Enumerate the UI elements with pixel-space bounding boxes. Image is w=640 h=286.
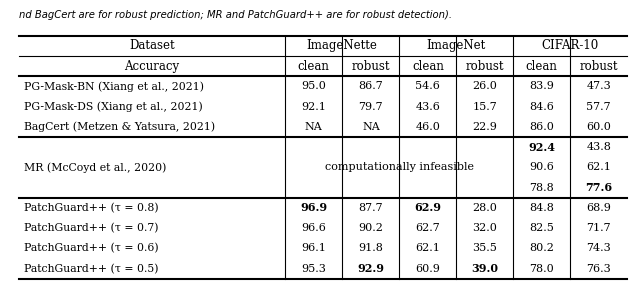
Text: 35.5: 35.5	[472, 243, 497, 253]
Text: 83.9: 83.9	[529, 82, 554, 92]
Text: 96.1: 96.1	[301, 243, 326, 253]
Text: 95.0: 95.0	[301, 82, 326, 92]
Text: ImageNette: ImageNette	[307, 39, 378, 52]
Text: 22.9: 22.9	[472, 122, 497, 132]
Text: 78.8: 78.8	[529, 183, 554, 193]
Text: 96.9: 96.9	[300, 202, 327, 213]
Text: 32.0: 32.0	[472, 223, 497, 233]
Text: 84.6: 84.6	[529, 102, 554, 112]
Text: nd BagCert are for robust prediction; MR and PatchGuard++ are for robust detecti: nd BagCert are for robust prediction; MR…	[19, 10, 452, 20]
Text: 62.9: 62.9	[414, 202, 442, 213]
Text: PatchGuard++ (τ = 0.5): PatchGuard++ (τ = 0.5)	[24, 264, 159, 274]
Text: 54.6: 54.6	[415, 82, 440, 92]
Text: 43.6: 43.6	[415, 102, 440, 112]
Text: clean: clean	[526, 60, 557, 73]
Text: 95.3: 95.3	[301, 264, 326, 274]
Text: BagCert (Metzen & Yatsura, 2021): BagCert (Metzen & Yatsura, 2021)	[24, 122, 216, 132]
Text: 60.0: 60.0	[586, 122, 611, 132]
Text: clean: clean	[412, 60, 444, 73]
Text: 84.8: 84.8	[529, 203, 554, 213]
Text: 77.6: 77.6	[585, 182, 612, 193]
Text: 90.6: 90.6	[529, 162, 554, 172]
Text: 68.9: 68.9	[586, 203, 611, 213]
Text: 82.5: 82.5	[529, 223, 554, 233]
Text: PG-Mask-BN (Xiang et al., 2021): PG-Mask-BN (Xiang et al., 2021)	[24, 81, 204, 92]
Text: PatchGuard++ (τ = 0.7): PatchGuard++ (τ = 0.7)	[24, 223, 159, 233]
Text: MR (McCoyd et al., 2020): MR (McCoyd et al., 2020)	[24, 162, 166, 173]
Text: 92.4: 92.4	[528, 142, 556, 153]
Text: 86.7: 86.7	[358, 82, 383, 92]
Text: 92.1: 92.1	[301, 102, 326, 112]
Text: clean: clean	[298, 60, 330, 73]
Text: 80.2: 80.2	[529, 243, 554, 253]
Text: 15.7: 15.7	[472, 102, 497, 112]
Text: 28.0: 28.0	[472, 203, 497, 213]
Text: 71.7: 71.7	[586, 223, 611, 233]
Text: 46.0: 46.0	[415, 122, 440, 132]
Text: 74.3: 74.3	[586, 243, 611, 253]
Text: NA: NA	[305, 122, 323, 132]
Text: 62.7: 62.7	[415, 223, 440, 233]
Text: NA: NA	[362, 122, 380, 132]
Text: robust: robust	[465, 60, 504, 73]
Text: 43.8: 43.8	[586, 142, 611, 152]
Text: 60.9: 60.9	[415, 264, 440, 274]
Text: 87.7: 87.7	[358, 203, 383, 213]
Text: 62.1: 62.1	[415, 243, 440, 253]
Text: 92.9: 92.9	[357, 263, 385, 274]
Text: computationally infeasible: computationally infeasible	[324, 162, 474, 172]
Text: 78.0: 78.0	[529, 264, 554, 274]
Text: 39.0: 39.0	[471, 263, 499, 274]
Text: 86.0: 86.0	[529, 122, 554, 132]
Text: PatchGuard++ (τ = 0.6): PatchGuard++ (τ = 0.6)	[24, 243, 159, 254]
Text: 62.1: 62.1	[586, 162, 611, 172]
Text: 91.8: 91.8	[358, 243, 383, 253]
Text: CIFAR-10: CIFAR-10	[541, 39, 599, 52]
Text: robust: robust	[579, 60, 618, 73]
Text: robust: robust	[351, 60, 390, 73]
Text: 47.3: 47.3	[586, 82, 611, 92]
Text: 57.7: 57.7	[586, 102, 611, 112]
Text: 76.3: 76.3	[586, 264, 611, 274]
Text: 79.7: 79.7	[358, 102, 383, 112]
Text: Dataset: Dataset	[129, 39, 175, 52]
Text: 96.6: 96.6	[301, 223, 326, 233]
Text: PG-Mask-DS (Xiang et al., 2021): PG-Mask-DS (Xiang et al., 2021)	[24, 101, 203, 112]
Text: 26.0: 26.0	[472, 82, 497, 92]
Text: 90.2: 90.2	[358, 223, 383, 233]
Text: Accuracy: Accuracy	[124, 60, 180, 73]
Text: PatchGuard++ (τ = 0.8): PatchGuard++ (τ = 0.8)	[24, 203, 159, 213]
Text: ImageNet: ImageNet	[427, 39, 486, 52]
